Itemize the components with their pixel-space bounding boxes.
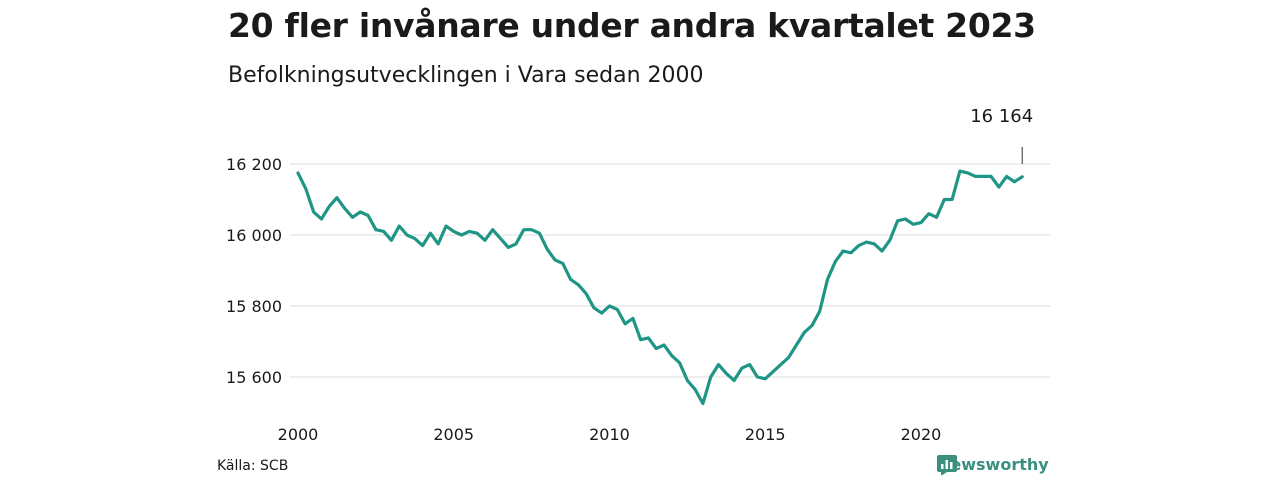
y-tick-label: 16 200 xyxy=(226,155,282,174)
series-line-layer xyxy=(296,169,1024,406)
x-tick-label: 2010 xyxy=(589,425,630,444)
y-tick-label: 15 800 xyxy=(226,297,282,316)
x-tick-label: 2000 xyxy=(278,425,319,444)
gridlines xyxy=(290,163,1050,378)
brand-name: Newsworthy xyxy=(937,455,1049,474)
y-tick-label: 16 000 xyxy=(226,226,282,245)
brand-logo: Newsworthy xyxy=(937,455,1049,475)
bar-chart-icon xyxy=(937,455,957,475)
x-tick-label: 2020 xyxy=(901,425,942,444)
x-tick-label: 2015 xyxy=(745,425,786,444)
x-tick-label: 2005 xyxy=(433,425,474,444)
x-axis-ticks: 2000 2005 2010 2015 2020 xyxy=(278,425,942,444)
y-tick-label: 15 600 xyxy=(226,368,282,387)
source-note: Källa: SCB xyxy=(217,458,289,474)
series-line xyxy=(296,169,1024,406)
y-axis-ticks: 15 600 15 800 16 000 16 200 xyxy=(226,155,282,387)
annotation-label: 16 164 xyxy=(970,106,1033,127)
chart-subtitle: Befolkningsutvecklingen i Vara sedan 200… xyxy=(228,63,704,88)
last-value-annotation: 16 164 xyxy=(970,106,1033,164)
chart-title: 20 fler invånare under andra kvartalet 2… xyxy=(228,6,1036,45)
